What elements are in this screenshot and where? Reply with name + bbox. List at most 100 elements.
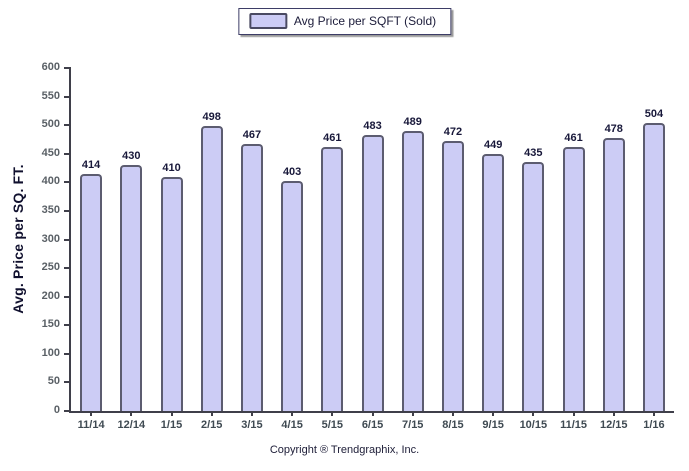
- bar-slot: 410: [151, 161, 191, 411]
- bar: [522, 162, 545, 411]
- bar: [200, 126, 223, 411]
- y-tick-label: 600: [41, 61, 60, 73]
- x-tick-slot: 3/15: [232, 411, 272, 431]
- y-tick-mark: [64, 238, 71, 241]
- bar: [321, 147, 344, 411]
- x-tick-slot: 10/15: [513, 411, 553, 431]
- x-tick-mark: [532, 411, 535, 416]
- bar-value-label: 449: [483, 139, 503, 152]
- y-tick-mark: [64, 152, 71, 155]
- bar-value-label: 467: [242, 129, 262, 142]
- legend-label: Avg Price per SQFT (Sold): [293, 14, 437, 28]
- bar-value-label: 461: [564, 132, 583, 145]
- bar-slot: 489: [393, 117, 433, 411]
- bar: [562, 147, 585, 411]
- x-tick-mark: [652, 411, 655, 416]
- x-tick-slot: 5/15: [312, 411, 352, 431]
- x-tick-mark: [130, 411, 133, 416]
- x-tick-slot: 7/15: [393, 411, 433, 431]
- bar: [482, 154, 505, 411]
- bar-slot: 414: [71, 160, 111, 411]
- legend-swatch-icon: [248, 13, 287, 29]
- x-tick-mark: [411, 411, 414, 416]
- x-tick-slot: 4/15: [272, 411, 312, 431]
- y-tick-label: 350: [41, 203, 60, 216]
- bar-slot: 461: [312, 133, 352, 411]
- x-tick-slot: 1/15: [151, 411, 191, 431]
- y-tick-mark: [64, 95, 71, 98]
- y-tick-mark: [64, 295, 71, 298]
- x-tick-label: 1/16: [643, 419, 665, 431]
- bar-value-label: 483: [363, 119, 382, 132]
- bar: [642, 122, 665, 411]
- y-tick-label: 250: [41, 261, 60, 274]
- x-tick-label: 10/15: [519, 419, 548, 431]
- y-tick-label: 100: [41, 346, 60, 359]
- bar-slot: 461: [553, 133, 593, 411]
- x-tick-mark: [210, 411, 213, 416]
- x-tick-mark: [371, 411, 374, 416]
- x-tick-label: 5/15: [321, 419, 344, 431]
- y-tick-mark: [64, 381, 71, 384]
- x-tick-mark: [170, 411, 173, 416]
- x-tick-mark: [572, 411, 575, 416]
- x-tick-label: 3/15: [241, 419, 263, 431]
- x-tick-label: 8/15: [442, 419, 464, 431]
- x-tick-label: 12/15: [599, 419, 628, 431]
- x-tick-label: 6/15: [361, 419, 384, 431]
- bar: [602, 137, 625, 411]
- bar-slot: 498: [192, 112, 232, 411]
- x-tick-mark: [291, 411, 294, 416]
- bar-slot: 504: [634, 108, 674, 411]
- bar: [120, 165, 143, 411]
- bar-slot: 467: [232, 130, 272, 411]
- bar-slot: 449: [473, 140, 513, 411]
- x-tick-label: 11/14: [77, 419, 105, 431]
- x-tick-slot: 11/14: [71, 411, 111, 431]
- y-tick-label: 300: [41, 232, 60, 245]
- bar: [401, 131, 424, 411]
- bar-slot: 430: [111, 151, 151, 411]
- bar-slot: 403: [272, 165, 312, 411]
- x-tick-label: 7/15: [402, 419, 424, 431]
- x-tick-slot: 9/15: [473, 411, 513, 431]
- y-tick-mark: [64, 67, 71, 69]
- x-tick-slot: 12/14: [111, 411, 151, 431]
- bar-value-label: 403: [282, 165, 302, 178]
- bar: [240, 144, 263, 411]
- y-tick-label: 400: [41, 175, 60, 188]
- y-tick-mark: [64, 181, 71, 184]
- x-tick-label: 4/15: [281, 419, 303, 431]
- y-tick-mark: [64, 352, 71, 355]
- bar-value-label: 498: [202, 111, 221, 124]
- bar-value-label: 414: [81, 159, 101, 172]
- bars-container: 414 430 410 498 467 403 461 483 489 472 449 435 461 4…: [71, 68, 674, 411]
- y-tick-label: 200: [41, 289, 60, 302]
- x-tick-label: 11/15: [560, 419, 587, 431]
- y-tick-mark: [64, 324, 71, 327]
- x-tick-mark: [250, 411, 253, 416]
- bar-value-label: 478: [604, 122, 623, 135]
- x-tick-label: 2/15: [201, 419, 223, 431]
- bar-slot: 435: [513, 148, 553, 411]
- y-tick-label: 0: [53, 404, 60, 416]
- x-tick-slot: 1/16: [634, 411, 674, 431]
- plot-area: 414 430 410 498 467 403 461 483 489 472 449 435 461 4…: [42, 62, 674, 431]
- bar-slot: 483: [352, 119, 392, 411]
- bar: [361, 134, 384, 411]
- x-tick-label: 12/14: [117, 419, 146, 431]
- bar-slot: 478: [594, 122, 634, 411]
- x-tick-slot: 2/15: [192, 411, 232, 431]
- x-tick-mark: [451, 411, 454, 416]
- x-tick-label: 9/15: [482, 419, 504, 431]
- y-tick-mark: [64, 410, 71, 412]
- y-tick-mark: [64, 209, 71, 212]
- x-tick-slot: 6/15: [352, 411, 392, 431]
- y-tick-mark: [64, 267, 71, 270]
- bar: [441, 141, 464, 411]
- bar-value-label: 410: [162, 161, 181, 174]
- x-tick-mark: [612, 411, 615, 416]
- x-tick-mark: [331, 411, 334, 416]
- y-tick-label: 550: [41, 89, 60, 102]
